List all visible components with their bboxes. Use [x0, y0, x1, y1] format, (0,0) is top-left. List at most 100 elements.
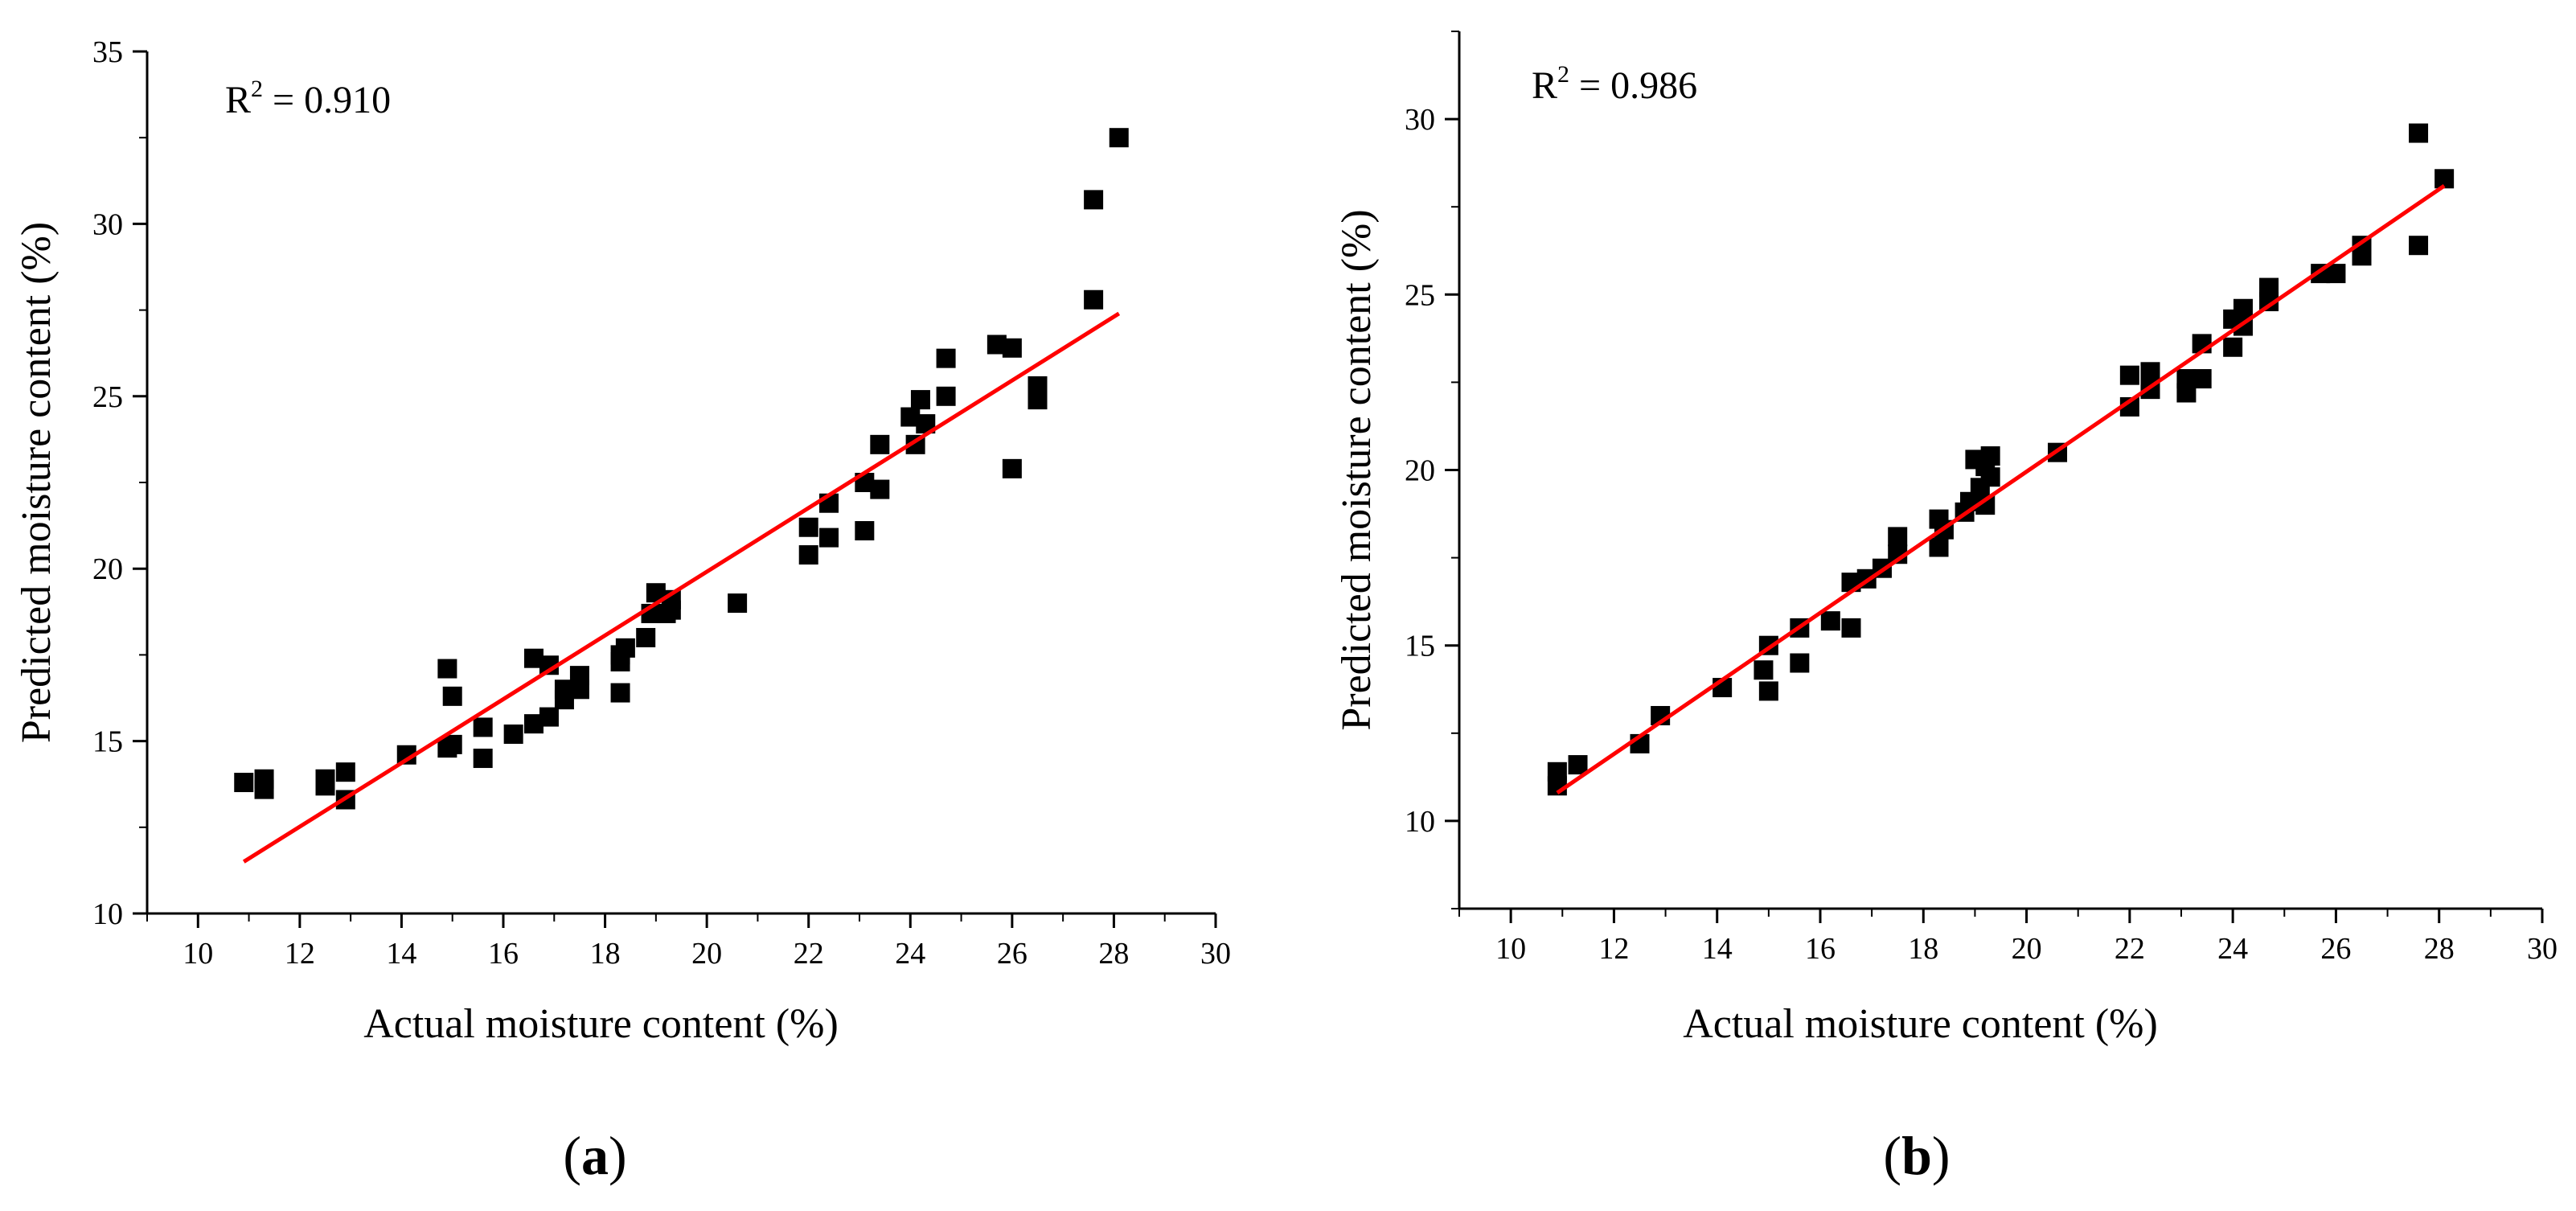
chart-a-fit-line [242, 311, 1121, 864]
chart-a-x-tick-label: 26 [997, 937, 1028, 971]
chart-b-data-point [1929, 537, 1949, 557]
chart-b-x-tick-label: 22 [2115, 932, 2145, 966]
chart-b-data-point [2409, 236, 2429, 256]
chart-a-data-point [503, 725, 523, 745]
chart-a-data-point [870, 434, 890, 454]
chart-b-data-point [1820, 611, 1840, 631]
chart-a-data-point [335, 762, 355, 782]
chart-a-y-tick-label: 35 [92, 35, 123, 69]
chart-b-data-point [1888, 527, 1908, 547]
chart-b-data-point [2326, 264, 2346, 284]
chart-a-data-point [234, 773, 254, 793]
chart-b-y-axis-title: Predicted moisture content (%) [1334, 209, 1380, 730]
chart-a-data-point [936, 386, 956, 406]
panel-a-label-letter: a [581, 1125, 609, 1186]
chart-b-data-point [2352, 246, 2372, 266]
panel-b-label: (b) [1883, 1125, 1950, 1186]
chart-a-x-tick-label: 10 [183, 937, 213, 971]
chart-a-data-point [819, 528, 839, 548]
chart-b-x-axis-title: Actual moisture content (%) [1683, 1001, 2158, 1047]
chart-a-data-point [473, 749, 493, 769]
chart-b-x-tick-label: 10 [1495, 932, 1526, 966]
chart-a-data-point [442, 734, 462, 754]
chart-b-data-point [1758, 681, 1778, 701]
chart-b-x-tick-label: 24 [2217, 932, 2248, 966]
chart-b-data-point [2140, 362, 2160, 382]
chart-a-r2-value: = 0.910 [263, 79, 391, 121]
chart-a-data-point [798, 545, 818, 565]
chart-a-data-point [1084, 190, 1104, 210]
chart-b-data-point [2409, 123, 2429, 143]
chart-a-y-tick-label: 25 [92, 380, 123, 414]
chart-b-x-tick-label: 30 [2527, 932, 2558, 966]
chart-a-data-point [437, 659, 457, 679]
chart-b-data-point [2223, 337, 2243, 357]
chart-b-data-point [1980, 446, 2000, 466]
chart-a-x-tick-label: 22 [794, 937, 824, 971]
chart-a-data-point [615, 638, 635, 658]
chart-a-data-point [473, 717, 493, 737]
chart-a-data-point [728, 593, 748, 614]
chart-b-x-tick-label: 26 [2320, 932, 2351, 966]
chart-b-y-tick-label: 10 [1405, 805, 1435, 839]
panel-a: 10 12 14 16 18 20 22 24 26 28 30 10 15 20 25 30 35 Actual… [14, 35, 1231, 1047]
chart-b-r2-annotation: R2 = 0.986 [1532, 61, 1697, 107]
chart-a-data-point [661, 600, 681, 620]
chart-a-y-tick-label: 10 [92, 897, 123, 931]
chart-a-r2-superscript: 2 [251, 76, 263, 102]
chart-b-r2-prefix: R [1532, 64, 1557, 107]
chart-a-data-point [636, 627, 656, 647]
chart-b-data-point [2119, 365, 2139, 385]
chart-a-x-tick-label: 14 [386, 937, 416, 971]
chart-b-data-point [1980, 467, 2000, 487]
chart-a-x-tick-label: 12 [285, 937, 315, 971]
chart-b-data-point [1790, 653, 1810, 673]
chart-b-x-tick-label: 20 [2012, 932, 2042, 966]
chart-a-data-point [910, 390, 930, 410]
chart-a-x-tick-label: 28 [1098, 937, 1129, 971]
chart-a-data-point [798, 517, 818, 537]
chart-a-data-point [936, 348, 956, 368]
chart-b-y-tick-label: 20 [1405, 454, 1435, 488]
panel-a-label: (a) [563, 1125, 626, 1186]
chart-b-data-point [1754, 660, 1774, 680]
chart-a-x-tick-label: 16 [488, 937, 519, 971]
chart-a-data-point [569, 679, 589, 700]
chart-b-data-point [2192, 369, 2212, 389]
chart-a-y-tick-label: 20 [92, 552, 123, 586]
chart-a-r2-prefix: R [225, 79, 251, 121]
chart-a-x-tick-label: 20 [691, 937, 722, 971]
chart-a-data-point [1002, 338, 1022, 358]
chart-a-data-point [610, 683, 630, 703]
chart-b-fit-line [1556, 183, 2446, 795]
chart-b-x-tick-label: 16 [1805, 932, 1836, 966]
chart-a-r2-annotation: R2 = 0.910 [225, 76, 391, 121]
chart-a-data-point [1028, 390, 1048, 410]
chart-b-x-tick-label: 12 [1598, 932, 1629, 966]
chart-a-data-point [1002, 458, 1022, 478]
chart-a-x-axis-title: Actual moisture content (%) [363, 1001, 839, 1047]
panel-b-label-open: ( [1883, 1125, 1901, 1186]
chart-a-data-point [1109, 128, 1129, 148]
chart-b-x-tick-label: 14 [1702, 932, 1733, 966]
chart-a-data-point [870, 479, 890, 499]
panel-b-label-letter: b [1901, 1125, 1932, 1186]
chart-b-r2-superscript: 2 [1557, 61, 1569, 88]
chart-a-x-tick-label: 24 [895, 937, 925, 971]
chart-a-data-point [539, 707, 559, 727]
chart-a-y-axis-title: Predicted moisture content (%) [14, 222, 59, 743]
chart-a-y-tick-label: 30 [92, 207, 123, 241]
panel-b-label-close: ) [1932, 1125, 1950, 1186]
chart-a-data-point [1084, 289, 1104, 310]
chart-b-data-point [2233, 298, 2253, 318]
chart-b-y-tick-label: 25 [1405, 278, 1435, 312]
chart-b-y-tick-label: 15 [1405, 630, 1435, 663]
chart-b-r2-value: = 0.986 [1569, 64, 1697, 107]
chart-b-data-point [1568, 755, 1588, 775]
chart-a-data-point [855, 521, 875, 541]
chart-a-x-tick-label: 30 [1200, 937, 1231, 971]
chart-b-data-point [2434, 169, 2455, 189]
chart-a-data-point [442, 686, 462, 706]
chart-b-y-tick-label: 30 [1405, 103, 1435, 137]
panel-a-label-open: ( [563, 1125, 581, 1186]
